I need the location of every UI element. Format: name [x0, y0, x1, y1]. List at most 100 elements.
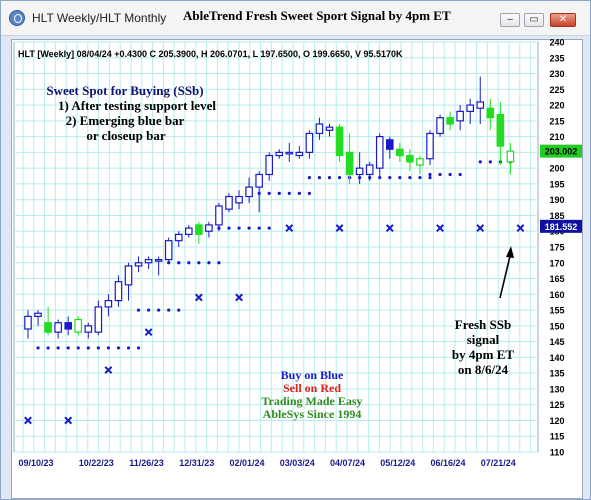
candle: [275, 149, 284, 159]
fresh-signal-line-4: on 8/6/24: [458, 362, 509, 377]
stop-dot: [76, 346, 80, 350]
y-tick-label: 115: [550, 432, 565, 442]
stop-dot: [478, 160, 482, 164]
stop-dot: [66, 346, 70, 350]
candle-body: [345, 151, 354, 176]
candle-body: [335, 126, 344, 157]
candle-body: [215, 205, 223, 226]
candle: [466, 98, 475, 124]
chart-title: AbleTrend Fresh Sweet Sport Signal by 4p…: [183, 8, 451, 23]
chart-grid: [13, 41, 539, 453]
x-marker: [335, 224, 344, 232]
candle-body: [486, 107, 495, 119]
candle-body: [245, 186, 253, 198]
candle-body: [416, 158, 424, 166]
y-tick-label: 215: [549, 116, 564, 126]
x-tick-label: 05/12/24: [380, 458, 415, 468]
y-tick-label: 230: [549, 69, 564, 79]
y-axis: 110 115 120 125 130 135 140 145 150 155 160 165 170 1…: [540, 38, 582, 458]
candle: [34, 310, 42, 326]
stop-dot: [307, 191, 311, 195]
stop-dot: [448, 172, 452, 177]
candle-body: [44, 322, 52, 333]
sweet-spot-title: Sweet Spot for Buying (SSb): [46, 83, 203, 98]
close-button[interactable]: ✕: [550, 13, 576, 27]
candle-body: [195, 224, 203, 235]
legend-buy: Buy on Blue: [281, 368, 344, 382]
candles: [24, 76, 515, 339]
candle-body: [54, 322, 62, 333]
candle: [245, 177, 253, 203]
candle: [315, 117, 324, 140]
stop-dot: [388, 176, 392, 180]
candle: [174, 231, 183, 247]
stop-dot: [36, 346, 40, 350]
y-tick-label: 235: [549, 53, 564, 63]
candle-body: [275, 151, 284, 157]
stop-dot: [147, 308, 151, 312]
y-tick-label: 200: [549, 164, 564, 174]
candle-body: [225, 195, 233, 210]
candle: [506, 142, 515, 175]
stop-dot: [136, 308, 141, 312]
x-tick-label: 12/31/23: [179, 458, 214, 468]
candle-body: [476, 101, 485, 109]
stop-dot: [197, 261, 201, 265]
candle: [24, 310, 32, 339]
candle: [285, 142, 294, 162]
stop-dot: [458, 172, 462, 177]
candle-body: [325, 126, 334, 131]
candle-body: [185, 227, 193, 235]
candle-body: [144, 259, 153, 264]
candle-body: [64, 322, 73, 330]
stop-dot: [277, 191, 281, 195]
stop-dot: [267, 191, 271, 195]
stop-dot: [287, 191, 291, 195]
stop-dot: [237, 226, 241, 230]
stop-level-badge: [540, 219, 582, 233]
candle: [124, 262, 133, 301]
candle-body: [305, 132, 314, 153]
y-tick-label: 145: [549, 337, 564, 347]
stop-dot: [86, 346, 90, 350]
x-markers: [24, 224, 525, 425]
candle: [265, 152, 274, 181]
stop-dot: [207, 261, 211, 265]
x-marker: [516, 224, 525, 232]
x-tick-label: 11/26/23: [129, 458, 164, 468]
x-marker: [64, 416, 73, 425]
candle-body: [456, 110, 464, 122]
stop-dot: [106, 346, 110, 350]
y-tick-label: 190: [549, 195, 564, 205]
candle: [215, 202, 223, 232]
candle: [355, 152, 364, 184]
candle-body: [154, 259, 163, 262]
candle: [386, 136, 394, 159]
last-price-badge: [540, 144, 582, 158]
stop-dot: [267, 226, 271, 230]
y-tick-label: 220: [549, 101, 564, 111]
y-tick-label: 135: [549, 369, 564, 379]
stop-dot: [46, 346, 50, 350]
x-marker: [144, 328, 153, 337]
candle: [335, 124, 344, 162]
maximize-button[interactable]: ▭: [524, 13, 544, 27]
candle-body: [466, 104, 475, 112]
x-tick-label: 07/21/24: [481, 458, 516, 468]
window-title: HLT Weekly/HLT Monthly: [32, 11, 167, 25]
candle-body: [94, 306, 103, 333]
signal-arrow-head: [506, 246, 514, 258]
candle-body: [265, 154, 274, 176]
candle-body: [84, 325, 93, 333]
y-tick-label: 225: [549, 85, 564, 95]
candle: [185, 224, 193, 238]
candle-body: [386, 139, 394, 150]
candle: [496, 101, 505, 165]
minimize-button[interactable]: –: [500, 13, 520, 27]
legend-sell: Sell on Red: [283, 381, 341, 395]
y-tick-label: 175: [549, 243, 564, 253]
candle: [94, 300, 103, 336]
app-logo-icon: [9, 10, 25, 26]
stop-dot: [337, 176, 342, 180]
x-tick-label: 10/22/23: [79, 458, 114, 468]
